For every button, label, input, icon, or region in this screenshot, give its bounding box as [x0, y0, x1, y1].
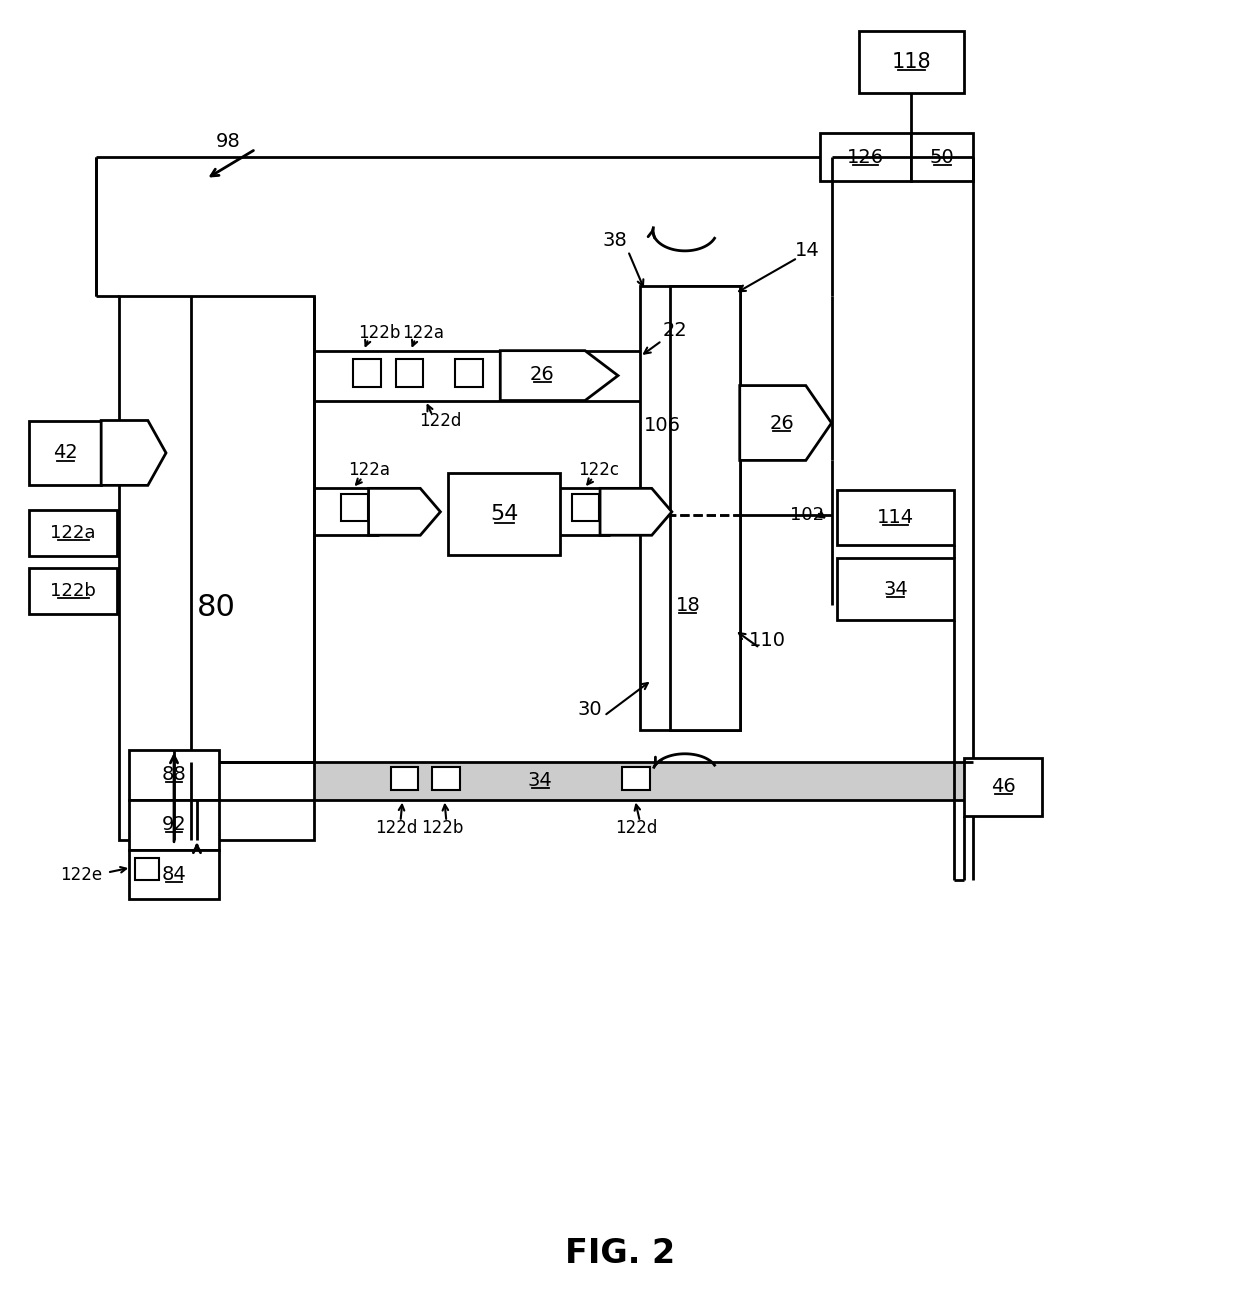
Text: 26: 26 — [529, 365, 554, 384]
Polygon shape — [600, 488, 672, 536]
Text: 92: 92 — [161, 815, 186, 834]
Text: 98: 98 — [216, 132, 241, 150]
Text: 122c: 122c — [578, 462, 619, 479]
Bar — [30, 569, 117, 615]
Bar — [622, 767, 650, 790]
Bar — [129, 750, 219, 800]
Bar — [449, 474, 560, 555]
Polygon shape — [500, 350, 618, 400]
Bar — [129, 850, 219, 900]
Text: 110: 110 — [749, 630, 786, 650]
Text: 126: 126 — [847, 147, 884, 167]
Bar — [129, 800, 219, 850]
Text: 30: 30 — [578, 700, 603, 720]
Text: 34: 34 — [528, 771, 553, 790]
Text: 122b: 122b — [358, 324, 401, 342]
Text: 84: 84 — [161, 865, 186, 884]
Text: 106: 106 — [644, 416, 681, 436]
Text: 122e: 122e — [61, 866, 102, 883]
Polygon shape — [102, 421, 166, 486]
Text: 122a: 122a — [51, 524, 95, 542]
Bar — [670, 286, 740, 730]
Polygon shape — [740, 386, 832, 461]
Bar — [911, 133, 973, 182]
Bar — [837, 558, 955, 620]
Text: 114: 114 — [877, 508, 914, 528]
Text: 80: 80 — [196, 592, 236, 621]
Text: 18: 18 — [676, 596, 701, 615]
Bar — [391, 767, 418, 790]
Text: 102: 102 — [790, 507, 823, 524]
Text: 42: 42 — [53, 443, 78, 462]
Bar — [965, 758, 1042, 816]
Bar — [820, 133, 911, 182]
Text: 122d: 122d — [615, 819, 657, 837]
Text: 122b: 122b — [422, 819, 464, 837]
Bar — [30, 511, 117, 557]
Text: 122d: 122d — [419, 412, 461, 429]
Bar — [341, 495, 367, 521]
Text: 118: 118 — [892, 53, 931, 72]
Text: 38: 38 — [603, 232, 627, 250]
Bar — [572, 495, 599, 521]
Text: 122b: 122b — [51, 582, 97, 600]
Text: 88: 88 — [161, 765, 186, 784]
Text: 122a: 122a — [403, 324, 444, 342]
Polygon shape — [368, 488, 440, 536]
Text: 46: 46 — [991, 778, 1016, 796]
Bar — [191, 762, 965, 800]
Text: FIG. 2: FIG. 2 — [565, 1237, 675, 1270]
Bar — [433, 767, 460, 790]
Bar — [455, 359, 484, 387]
Text: 122a: 122a — [348, 462, 391, 479]
Bar — [396, 359, 423, 387]
Bar — [135, 858, 159, 879]
Bar — [837, 491, 955, 545]
Text: 50: 50 — [930, 147, 955, 167]
Bar — [30, 421, 102, 486]
Bar — [640, 286, 740, 730]
Text: 26: 26 — [769, 415, 794, 433]
Bar — [859, 32, 965, 93]
Bar — [352, 359, 381, 387]
Text: 122d: 122d — [376, 819, 418, 837]
Bar — [119, 296, 314, 840]
Text: 54: 54 — [490, 504, 518, 524]
Text: 14: 14 — [795, 241, 820, 261]
Text: 22: 22 — [662, 321, 687, 341]
Text: 34: 34 — [883, 579, 908, 599]
